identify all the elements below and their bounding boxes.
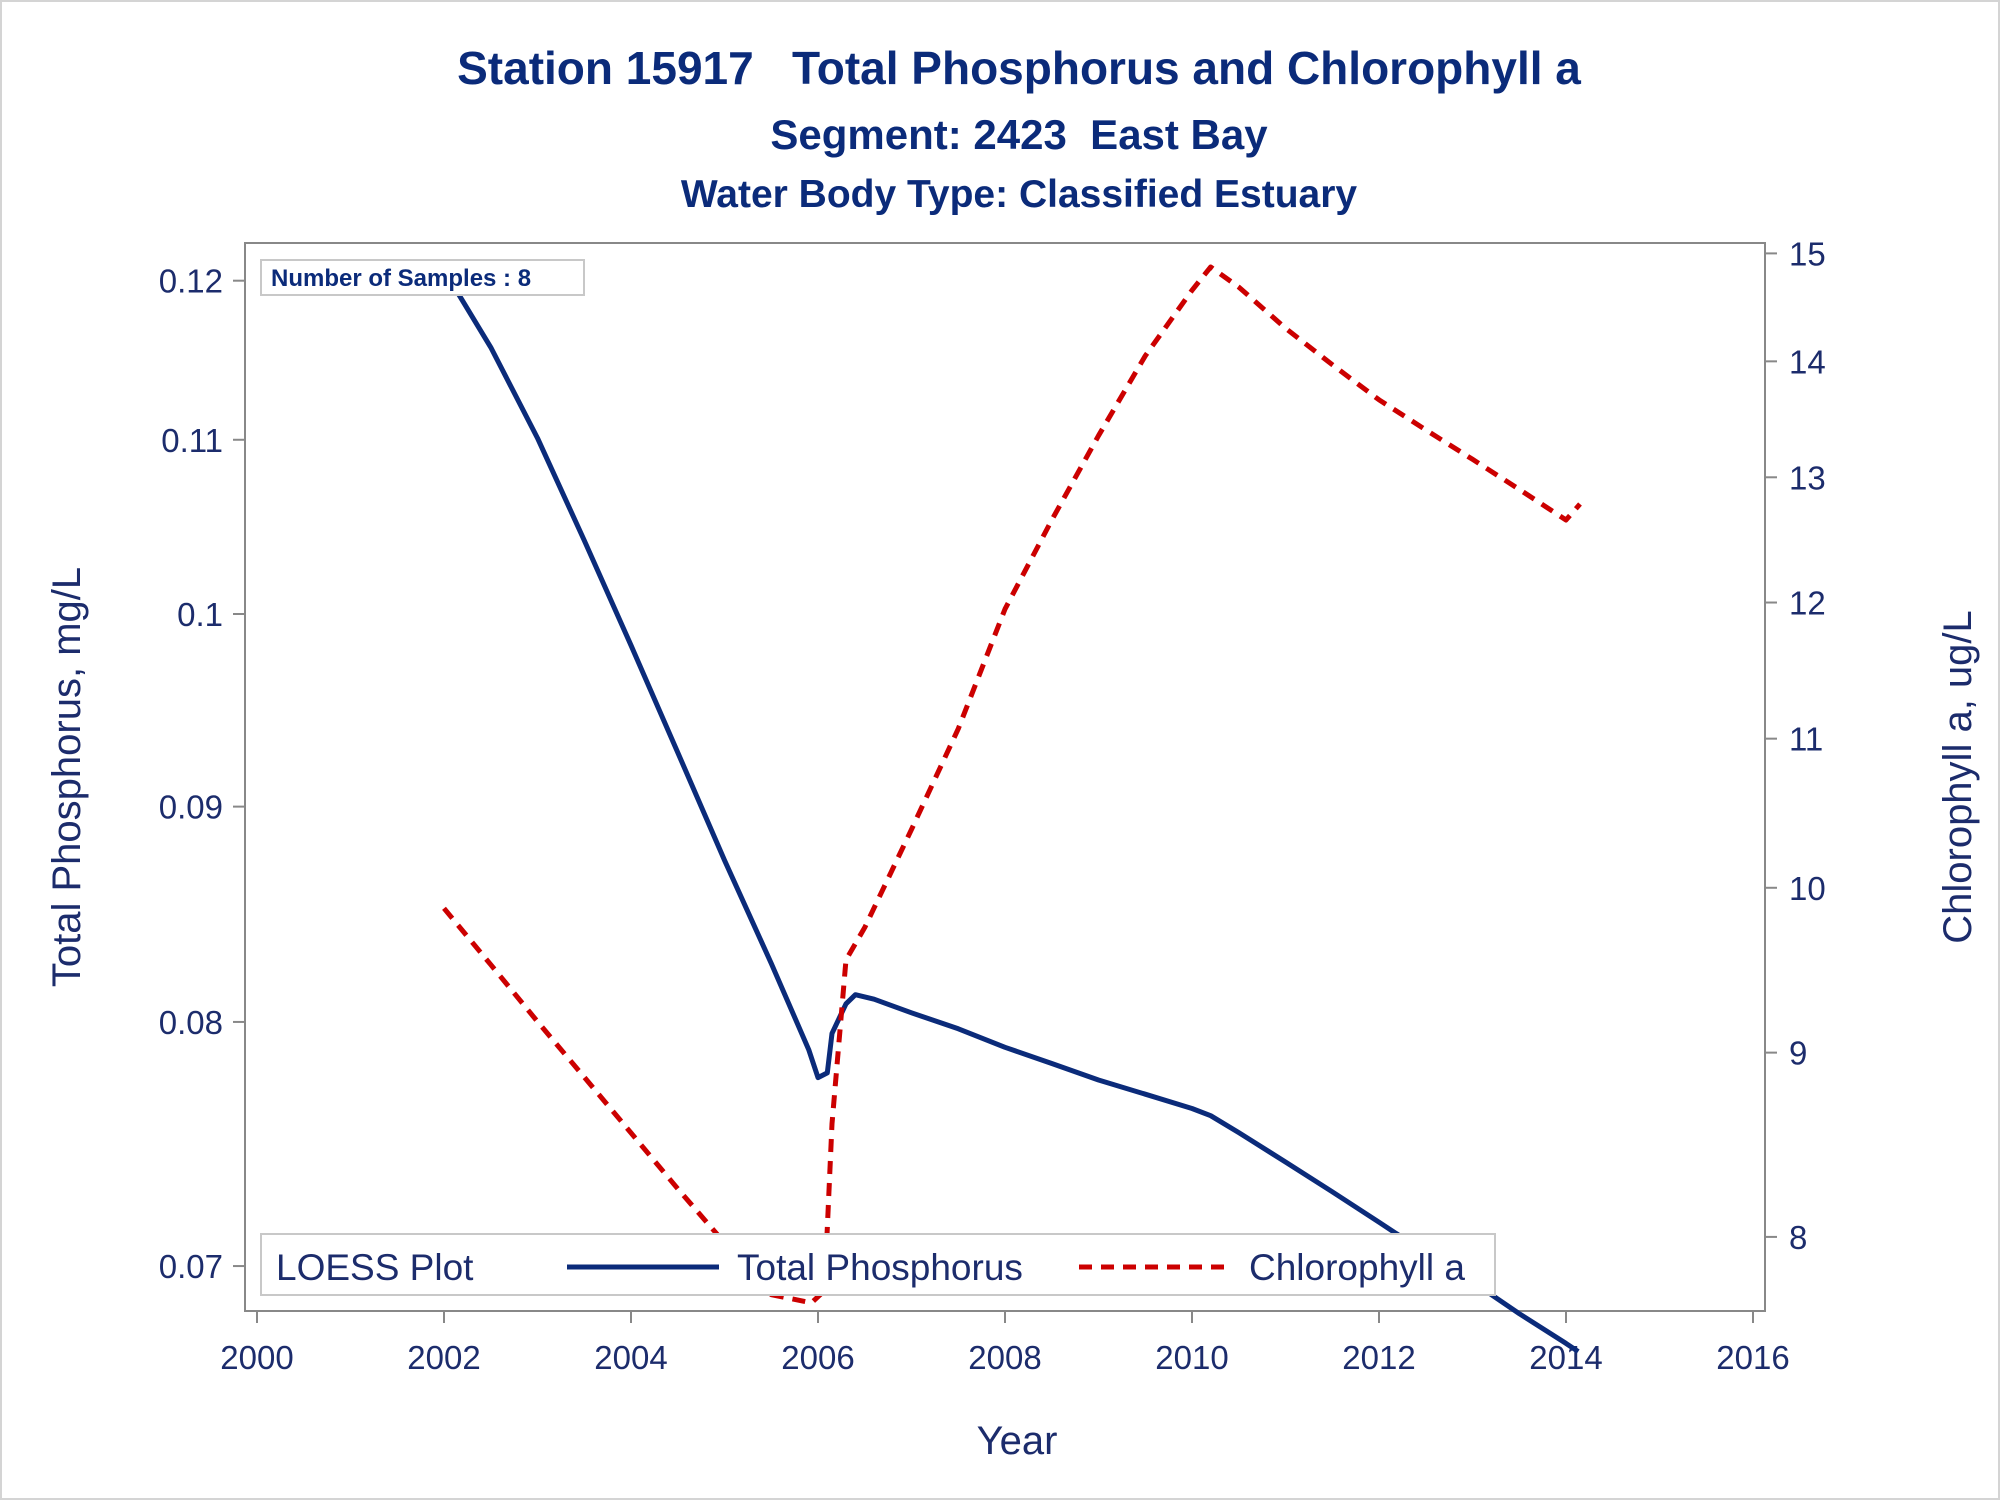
legend: LOESS Plot Total Phosphorus Chlorophyll …	[260, 1233, 1496, 1296]
x-tick-label: 2000	[220, 1339, 293, 1376]
series-layer	[441, 264, 1582, 1354]
y2-tick-label: 8	[1789, 1219, 1807, 1256]
y-tick-label: 0.07	[159, 1248, 223, 1285]
y-tick-label: 0.09	[159, 789, 223, 826]
legend-label-total-phosphorus: Total Phosphorus	[737, 1247, 1023, 1288]
sample-count-inset: Number of Samples : 8	[260, 259, 585, 296]
y2-axis-label: Chlorophyll a, ug/L	[1936, 610, 1980, 944]
x-axis: 2000 2002 2004 2006 2008 2010 2012 2014 2016	[220, 1311, 1790, 1376]
y-tick-label: 0.12	[159, 263, 223, 300]
series-line-chlorophyll-a	[442, 264, 1582, 1306]
x-tick-label: 2008	[968, 1339, 1041, 1376]
legend-label-chlorophyll-a: Chlorophyll a	[1249, 1247, 1465, 1288]
x-axis-label: Year	[977, 1419, 1058, 1463]
y-tick-label: 0.08	[159, 1004, 223, 1041]
y2-tick-label: 13	[1789, 459, 1826, 496]
y2-tick-label: 11	[1789, 721, 1823, 758]
y2-tick-label: 14	[1789, 343, 1826, 380]
y-axis-right: 8 9 10 11 12 13 14 15	[1765, 235, 1826, 1256]
x-tick-label: 2012	[1342, 1339, 1415, 1376]
x-tick-label: 2016	[1716, 1339, 1789, 1376]
chart-title: Station 15917 Total Phosphorus and Chlor…	[457, 42, 1581, 94]
legend-box	[260, 1233, 1496, 1296]
sample-count-label: Number of Samples : 8	[271, 265, 531, 292]
y2-tick-label: 10	[1789, 870, 1826, 907]
y2-tick-label: 15	[1789, 235, 1826, 272]
y-tick-label: 0.1	[177, 596, 223, 633]
y2-tick-label: 9	[1789, 1035, 1807, 1072]
y-axis-label: Total Phosphorus, mg/L	[45, 567, 89, 987]
x-tick-label: 2004	[594, 1339, 667, 1376]
chart-subtitle-2: Water Body Type: Classified Estuary	[681, 173, 1357, 216]
x-tick-label: 2006	[781, 1339, 854, 1376]
legend-title: LOESS Plot	[276, 1247, 474, 1288]
y2-tick-label: 12	[1789, 585, 1826, 622]
x-tick-label: 2010	[1155, 1339, 1228, 1376]
y-axis-left: 0.07 0.08 0.09 0.1 0.11 0.12	[159, 263, 245, 1285]
x-tick-label: 2002	[407, 1339, 480, 1376]
y-tick-label: 0.11	[161, 422, 223, 459]
series-line-total-phosphorus	[441, 268, 1580, 1354]
plot-area	[244, 242, 1766, 1312]
sample-count-box	[260, 259, 585, 296]
chart-subtitle: Segment: 2423 East Bay	[770, 111, 1268, 158]
